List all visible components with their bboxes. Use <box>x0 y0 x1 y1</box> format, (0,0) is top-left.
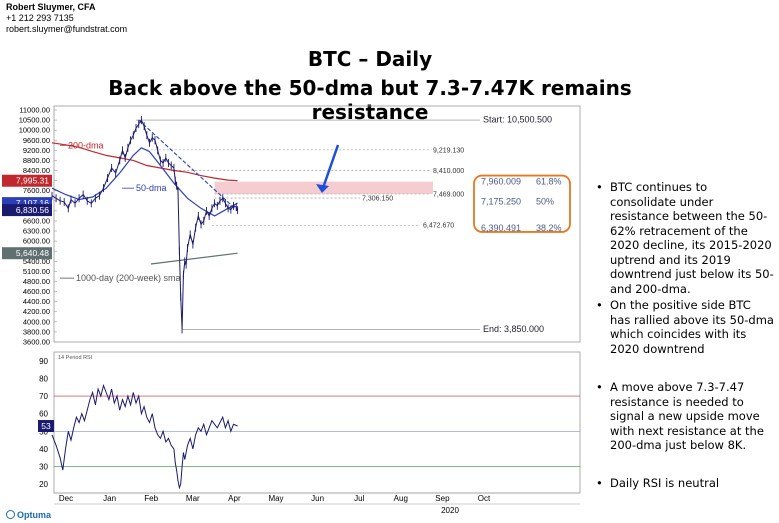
fib-level-label: End: 3,850.000 <box>483 324 544 334</box>
ma200-line <box>51 142 238 182</box>
rsi-current-tag <box>38 420 54 433</box>
x-axis-tick: Jan <box>103 494 116 503</box>
price-axis-tick: 6000.00 <box>23 237 50 246</box>
rsi-panel-frame <box>53 351 581 494</box>
fib-level-label: 8,410.000 <box>433 168 464 175</box>
retracement-value: 7,175.250 <box>481 196 521 206</box>
price-axis-tick: 5400.00 <box>23 257 50 266</box>
rsi-axis-tick: 20 <box>39 480 48 489</box>
price-tag-label: 6,830.56 <box>16 205 49 215</box>
rsi-axis-tick: 90 <box>39 357 48 366</box>
retracement-callout-box <box>473 174 571 233</box>
rsi-axis-tick: 70 <box>39 392 48 401</box>
price-tag-label: 7,107.16 <box>16 198 49 208</box>
resistance-arrow <box>321 144 340 189</box>
author-phone: +1 212 293 7135 <box>6 13 74 23</box>
price-axis-tick: 4000.00 <box>23 317 50 326</box>
price-tag-box <box>2 247 52 260</box>
x-axis-tick: Jun <box>311 494 324 503</box>
retracement-pct: 50% <box>536 196 554 206</box>
btc-daily-chart: 11000.0010500.0010000.009600.009200.0088… <box>2 105 581 515</box>
author-block: Robert Sluymer, CFA +1 212 293 7135 robe… <box>6 2 127 35</box>
retracement-pct: 61.8% <box>536 177 562 187</box>
fib-level-label: 9,219.130 <box>433 147 464 154</box>
optuma-logo: Optuma <box>6 510 51 520</box>
ma50-line <box>51 147 238 217</box>
slide-subtitle: Back above the 50-dma but 7.3-7.47K rema… <box>108 76 632 124</box>
fib-level-label: 7,306.150 <box>362 196 393 203</box>
logo-text: Optuma <box>17 510 52 520</box>
price-axis-tick: 9600.00 <box>23 136 50 145</box>
price-axis-tick: 4200.00 <box>23 307 50 316</box>
price-axis-tick: 10000.00 <box>19 126 50 135</box>
price-axis-tick: 7600.00 <box>23 186 50 195</box>
price-tag-box <box>2 204 52 217</box>
x-axis-tick: Mar <box>186 494 200 503</box>
fib-level-label: 6,472.670 <box>423 223 454 230</box>
bullet-positive-side: On the positive side BTC has rallied abo… <box>596 298 774 356</box>
retracement-pct: 38.2% <box>536 223 562 233</box>
x-axis-tick: Jul <box>354 494 364 503</box>
x-axis-tick: May <box>268 494 283 503</box>
price-axis-tick: 8400.00 <box>23 166 50 175</box>
year-label: 2020 <box>441 506 459 515</box>
author-email: robert.sluymer@fundstrat.com <box>6 24 128 34</box>
rsi-axis-tick: 60 <box>39 410 48 419</box>
price-axis-tick: 4400.00 <box>23 297 50 306</box>
rsi-axis-tick: 30 <box>39 463 48 472</box>
ma50-label: 50-dma <box>136 183 167 193</box>
x-axis-tick: Oct <box>478 494 491 503</box>
x-axis-tick: Apr <box>228 494 241 503</box>
bullet-rsi: Daily RSI is neutral <box>596 476 719 491</box>
price-line <box>51 119 239 330</box>
price-axis-tick: 9200.00 <box>23 146 50 155</box>
price-axis-tick: 5100.00 <box>23 267 50 276</box>
x-axis-tick: Aug <box>394 494 408 503</box>
x-axis-tick: Sep <box>435 494 450 503</box>
x-axis-tick: Feb <box>144 494 158 503</box>
rsi-axis-tick: 80 <box>39 374 48 383</box>
sma1000-line <box>150 252 238 265</box>
x-axis-tick: Dec <box>59 494 73 503</box>
author-name: Robert Sluymer, CFA <box>6 2 96 12</box>
price-panel-frame <box>53 105 581 343</box>
price-axis-tick: 3800.00 <box>23 327 50 336</box>
rsi-current-label: 53 <box>41 421 51 431</box>
price-axis-tick: 6300.00 <box>23 227 50 236</box>
price-axis-tick: 10500.00 <box>19 116 50 125</box>
optuma-logo-icon <box>6 510 15 519</box>
price-axis-tick: 4600.00 <box>23 287 50 296</box>
downtrend-line <box>138 119 238 212</box>
ma200-label: 200-dma <box>68 140 104 150</box>
sma1000-label: 1000-day (200-week) sma <box>76 273 181 283</box>
slide-title: BTC – Daily <box>307 47 433 71</box>
resistance-arrow-head <box>316 184 329 193</box>
rsi-axis-tick: 40 <box>39 445 48 454</box>
price-tag-label: 7,995.31 <box>16 176 49 186</box>
bullet-resistance: A move above 7.3-7.47 resistance is need… <box>596 380 774 453</box>
retracement-value: 6,390.491 <box>481 223 521 233</box>
price-axis-tick: 4800.00 <box>23 277 50 286</box>
rsi-line <box>51 383 238 490</box>
price-axis-tick: 8800.00 <box>23 156 50 165</box>
fib-level-label: 7,469.000 <box>433 191 464 198</box>
retracement-value: 7,960.009 <box>481 177 521 187</box>
price-axis-tick: 11000.00 <box>19 106 50 115</box>
price-axis-tick: 6600.00 <box>23 216 50 225</box>
rsi-title: 14 Period RSI <box>58 355 93 361</box>
price-axis-tick: 3600.00 <box>23 338 50 347</box>
price-tag-label: 5,640.48 <box>16 248 49 258</box>
bullet-consolidation: BTC continues to consolidate under resis… <box>596 180 774 296</box>
price-tag-box <box>2 174 52 187</box>
fib-level-label: Start: 10,500.500 <box>483 115 552 125</box>
